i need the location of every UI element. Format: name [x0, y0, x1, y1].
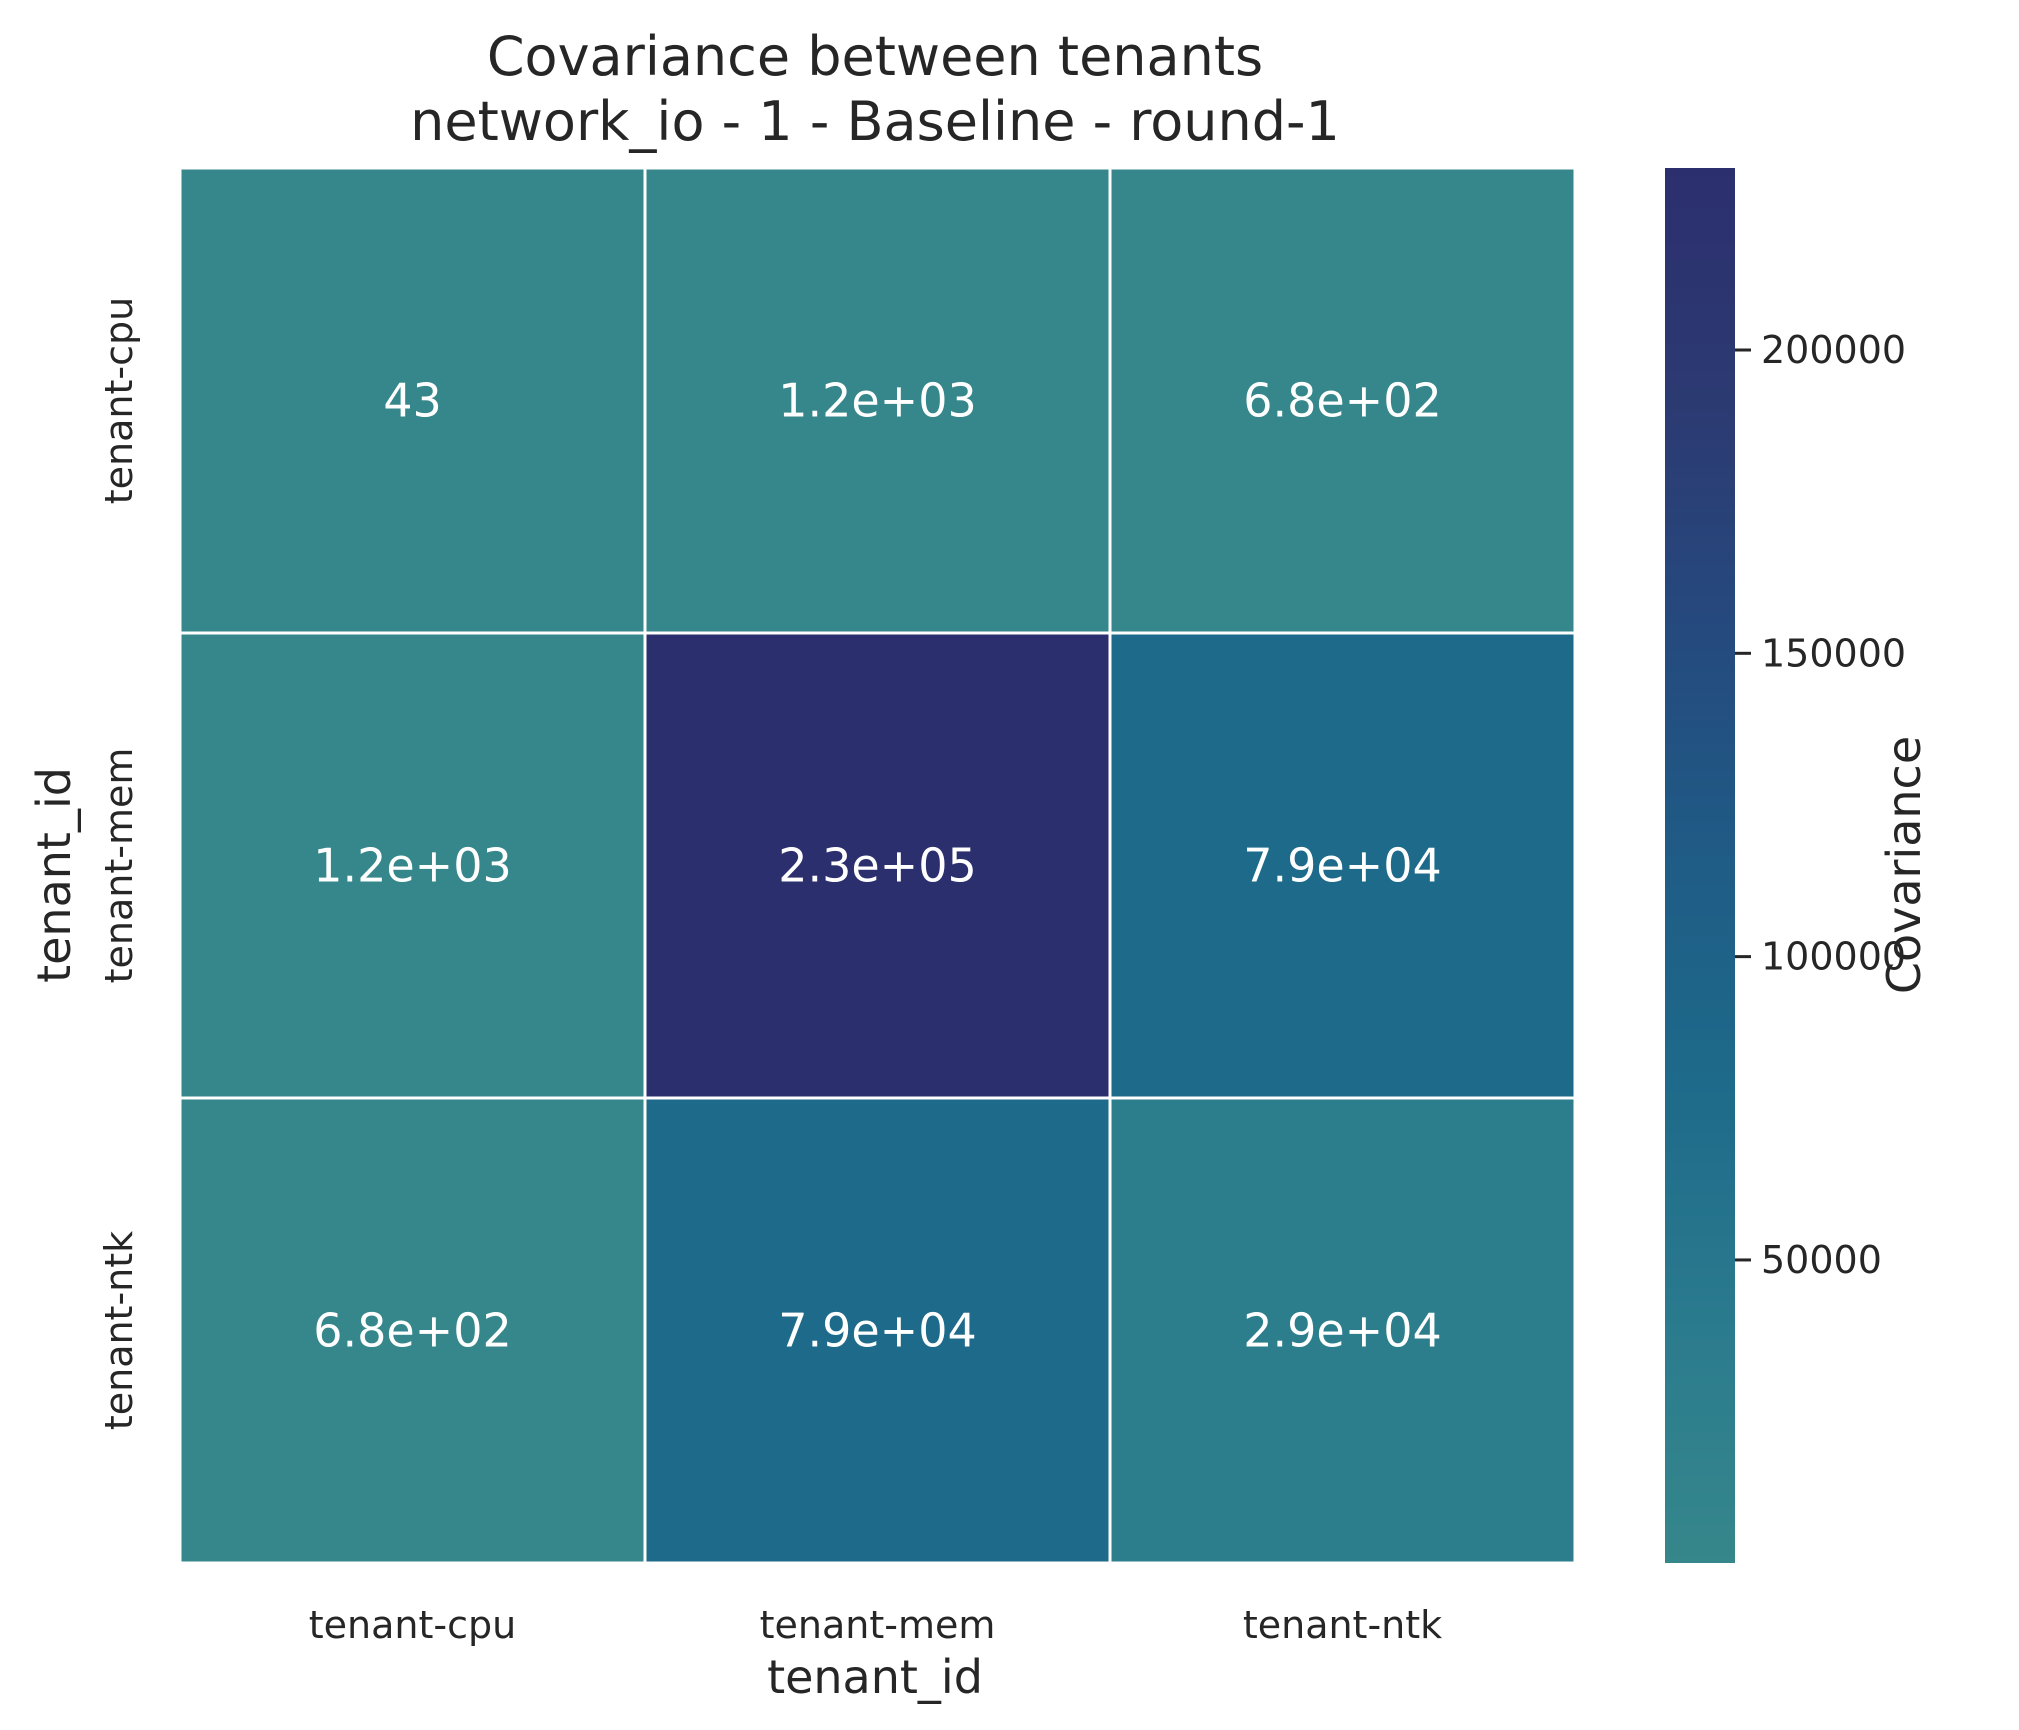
- colorbar: [1665, 168, 1735, 1563]
- cell-value-label: 6.8e+02: [313, 1304, 512, 1358]
- x-axis-label: tenant_id: [767, 1650, 983, 1704]
- heatmap-cell-tenant-mem-tenant-ntk: [1108, 631, 1577, 1100]
- cell-value-label: 7.9e+04: [778, 1304, 977, 1358]
- cell-value-label: 2.9e+04: [1243, 1304, 1442, 1358]
- heatmap-cell-tenant-mem-tenant-mem: [643, 631, 1112, 1100]
- y-tick-label: tenant-ntk: [97, 1231, 141, 1430]
- cell-value-label: 2.3e+05: [778, 839, 977, 893]
- cell-value-label: 1.2e+03: [778, 374, 977, 428]
- heatmap-cell-tenant-cpu-tenant-ntk: [1108, 166, 1577, 635]
- chart-title: Covariance between tenants: [487, 25, 1263, 88]
- colorbar-tick-label: 150000: [1761, 631, 1906, 675]
- x-tick-label: tenant-mem: [760, 1603, 996, 1647]
- heatmap-cell-tenant-mem-tenant-cpu: [178, 631, 647, 1100]
- heatmap-cell-labels: 43 1.2e+03 6.8e+02 1.2e+03 2.3e+05 7.9e+04 6.8…: [313, 374, 1442, 1358]
- cell-value-label: 6.8e+02: [1243, 374, 1442, 428]
- colorbar-tick-label: 100000: [1761, 935, 1906, 979]
- x-tick-labels: tenant-cpu tenant-mem tenant-ntk: [309, 1603, 1442, 1647]
- heatmap-cells: [178, 166, 1577, 1565]
- y-axis-label: tenant_id: [27, 767, 81, 983]
- cell-value-label: 1.2e+03: [313, 839, 512, 893]
- colorbar-ticks: 50000 100000 150000 200000: [1735, 328, 1906, 1282]
- colorbar-label: Covariance: [1877, 736, 1931, 994]
- colorbar-tick-label: 50000: [1761, 1238, 1882, 1282]
- heatmap-cell-tenant-ntk-tenant-cpu: [178, 1096, 647, 1565]
- cell-value-label: 43: [383, 374, 442, 428]
- y-tick-label: tenant-cpu: [97, 297, 141, 504]
- y-tick-label: tenant-mem: [97, 748, 141, 984]
- heatmap-cell-tenant-cpu-tenant-mem: [643, 166, 1112, 635]
- chart-subtitle: network_io - 1 - Baseline - round-1: [410, 90, 1340, 153]
- cell-value-label: 7.9e+04: [1243, 839, 1442, 893]
- heatmap-cell-tenant-ntk-tenant-ntk: [1108, 1096, 1577, 1565]
- heatmap-cell-tenant-cpu-tenant-cpu: [178, 166, 647, 635]
- colorbar-tick-label: 200000: [1761, 328, 1906, 372]
- y-tick-labels: tenant-cpu tenant-mem tenant-ntk: [97, 297, 141, 1430]
- heatmap-cell-tenant-ntk-tenant-mem: [643, 1096, 1112, 1565]
- x-tick-label: tenant-cpu: [309, 1603, 516, 1647]
- x-tick-label: tenant-ntk: [1243, 1603, 1442, 1647]
